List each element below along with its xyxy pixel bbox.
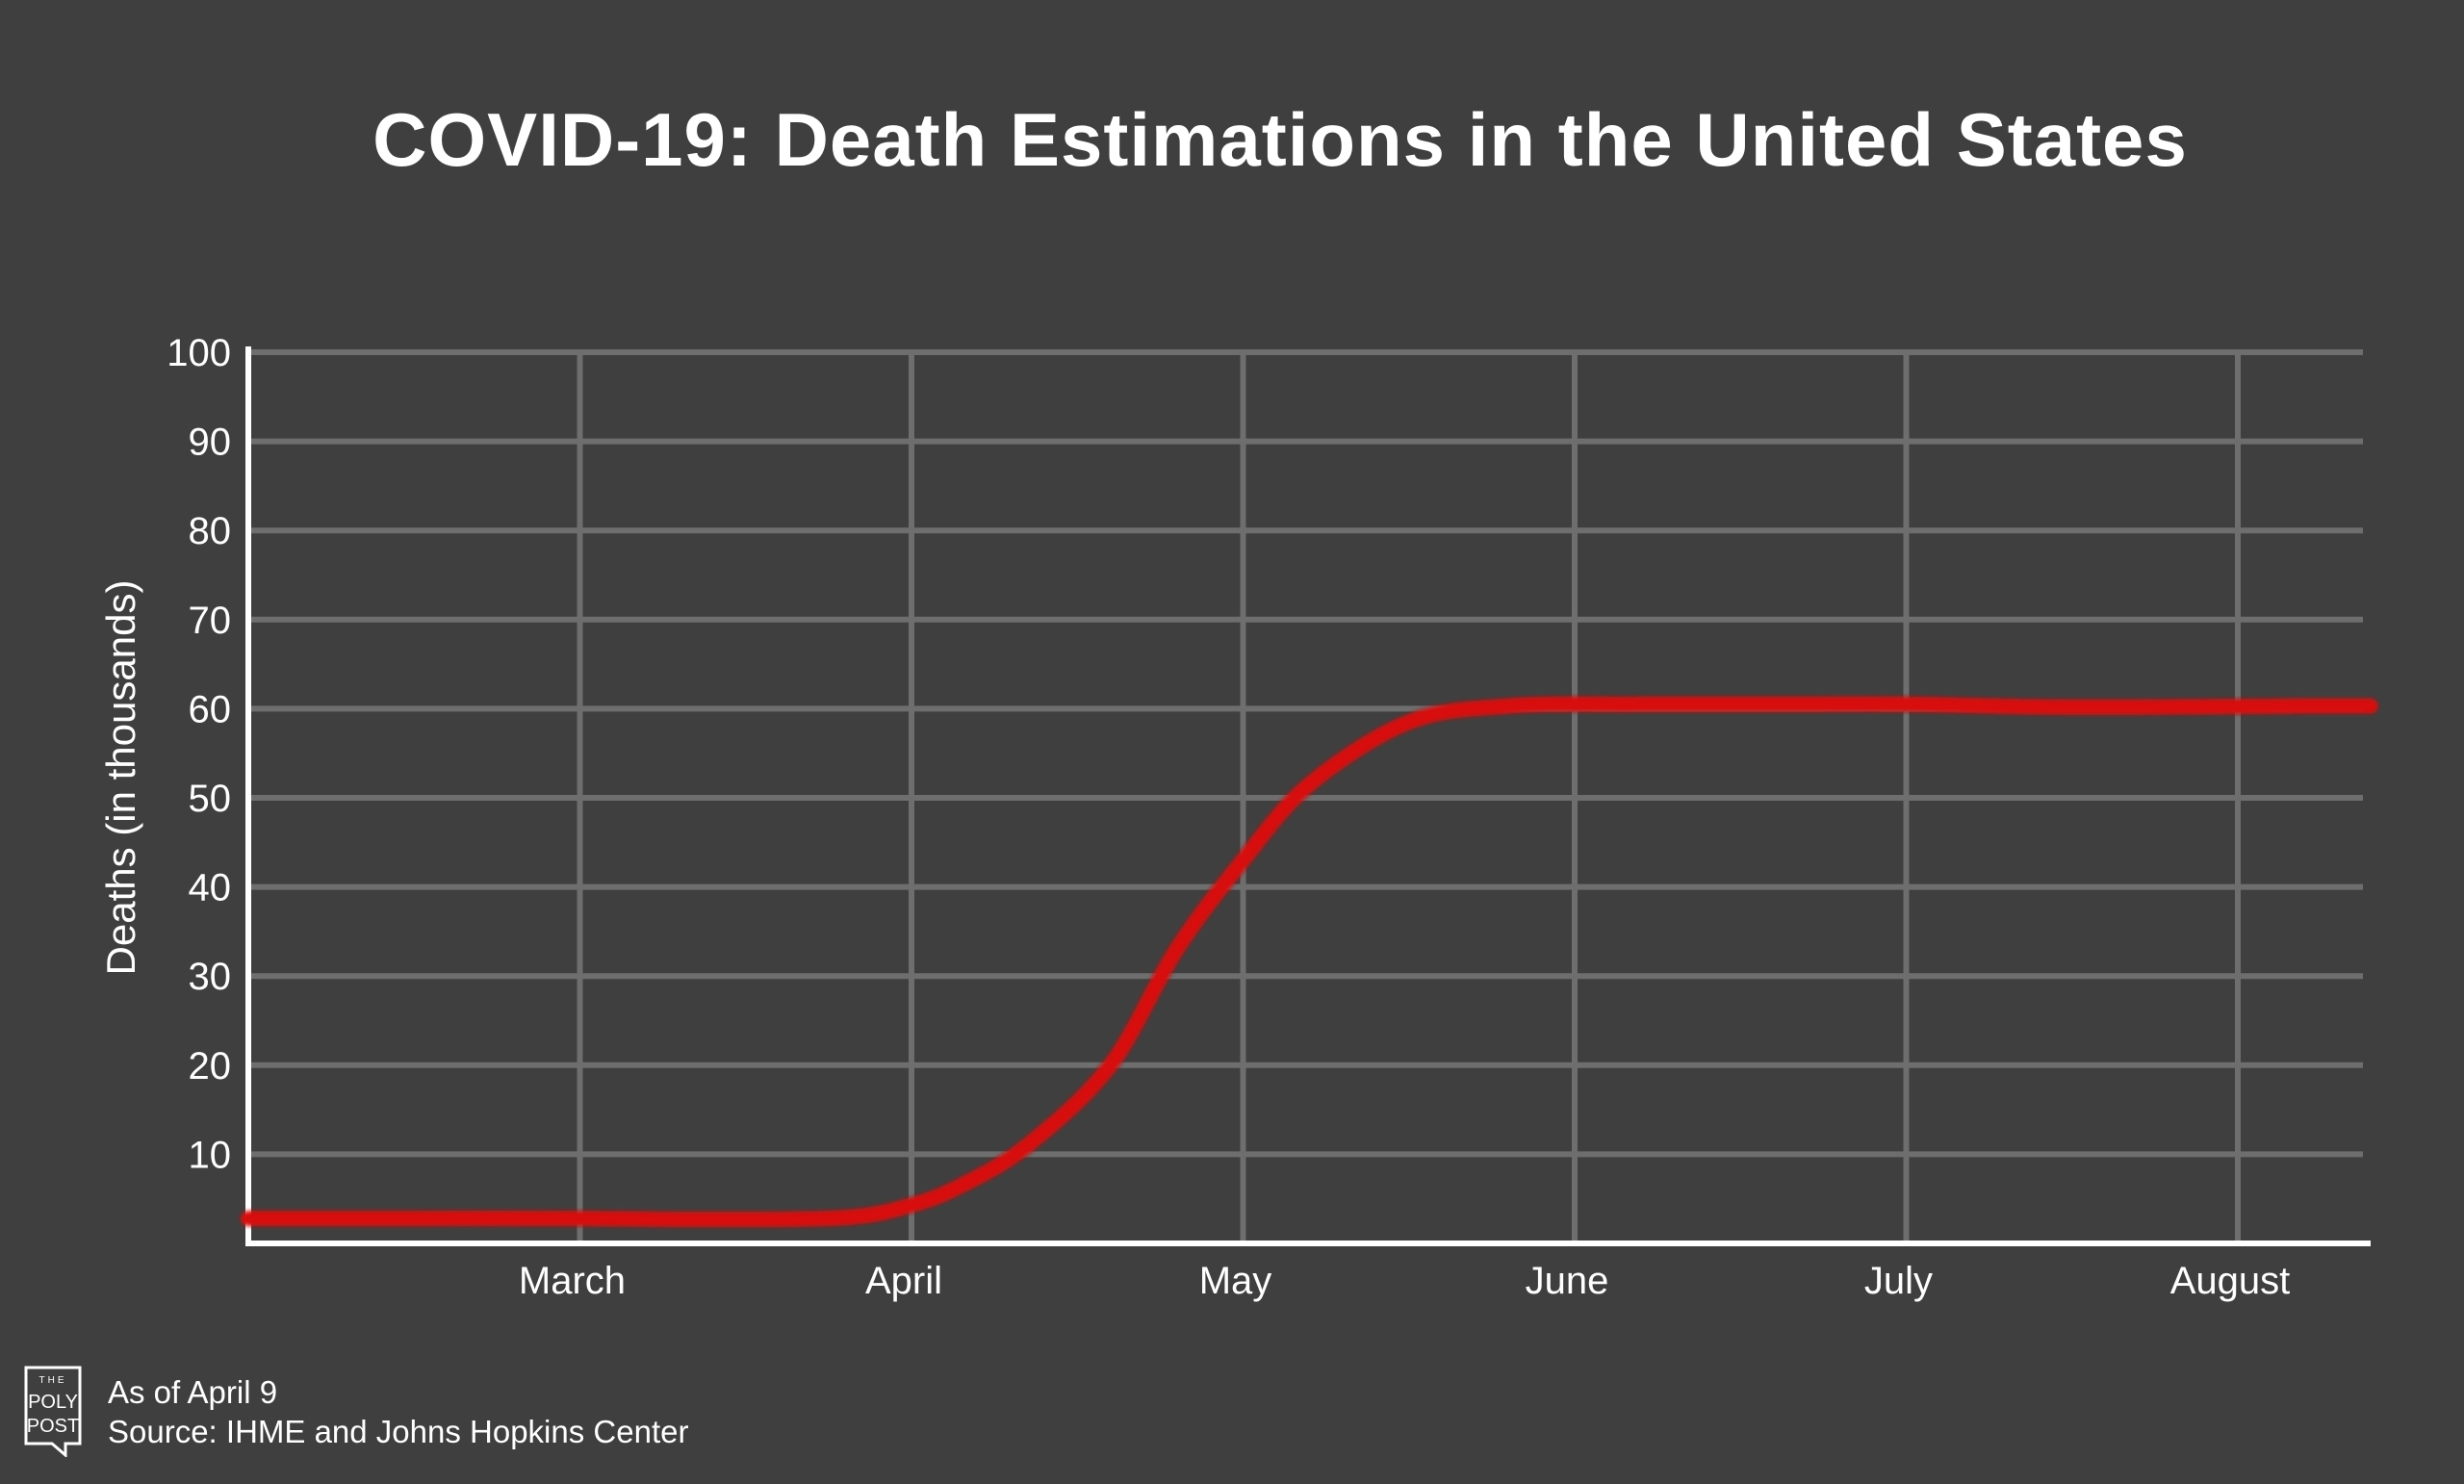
chart-title: COVID-19: Death Estimations in the Unite… — [372, 97, 2188, 182]
y-tick-label-60: 60 — [189, 688, 232, 730]
logo-line-1: THE — [39, 1375, 67, 1386]
gridlines — [248, 349, 2363, 1243]
logo-line-2: POLY — [28, 1392, 78, 1413]
series-layer — [241, 696, 2378, 1228]
x-tick-label-april: April — [865, 1260, 942, 1302]
logo-line-3: POST — [27, 1416, 79, 1437]
y-tick-label-30: 30 — [189, 956, 232, 998]
y-tick-label-80: 80 — [189, 510, 232, 552]
y-tick-label-70: 70 — [189, 600, 232, 642]
source-note: Source: IHME and Johns Hopkins Center — [108, 1414, 689, 1449]
series-line-0 — [241, 696, 2378, 1228]
x-tick-label-march: March — [519, 1260, 626, 1302]
as-of-note: As of April 9 — [108, 1374, 278, 1410]
footer-notes: As of April 9 Source: IHME and Johns Hop… — [108, 1365, 688, 1451]
y-tick-label-40: 40 — [189, 867, 232, 909]
y-axis-label: Deaths (in thousands) — [98, 580, 143, 976]
x-tick-label-june: June — [1526, 1260, 1609, 1302]
y-tick-label-50: 50 — [189, 778, 232, 820]
axes — [245, 346, 2371, 1246]
y-tick-label-100: 100 — [167, 332, 231, 374]
x-tick-label-august: August — [2170, 1260, 2291, 1302]
footer: THE POLY POST As of April 9 Source: IHME… — [23, 1365, 688, 1457]
y-axis-ticks: 10 20 30 40 50 60 70 80 90 100 — [167, 332, 231, 1176]
y-tick-label-10: 10 — [189, 1134, 232, 1176]
x-axis-ticks: March April May June July August — [519, 1260, 2290, 1302]
x-tick-label-may: May — [1199, 1260, 1272, 1302]
y-tick-label-20: 20 — [189, 1045, 232, 1087]
x-tick-label-july: July — [1864, 1260, 1933, 1302]
y-tick-label-90: 90 — [189, 422, 232, 464]
poly-post-logo-icon: THE POLY POST — [24, 1366, 82, 1457]
